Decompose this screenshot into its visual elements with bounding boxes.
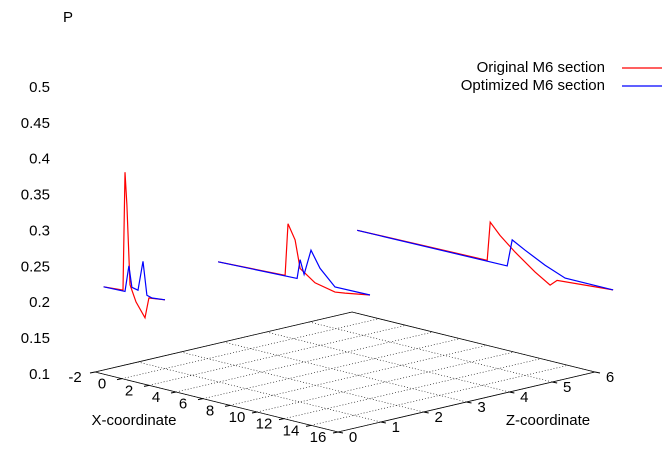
z-tick-label: 3	[477, 399, 485, 416]
series-line	[217, 223, 371, 296]
grid-line	[175, 331, 434, 393]
grid-line	[309, 321, 553, 383]
z-tick	[466, 401, 472, 404]
grid-line	[256, 351, 515, 413]
z-tick	[552, 381, 558, 384]
y-tick-label: 0.15	[21, 330, 50, 347]
x-tick	[170, 391, 177, 394]
series-line	[357, 229, 614, 291]
z-tick-label: 2	[434, 409, 442, 426]
y-tick-label: 0.35	[21, 187, 50, 204]
x-tick-label: 16	[310, 429, 327, 446]
x-tick	[332, 431, 339, 434]
y-tick-label: 0.25	[21, 258, 50, 275]
x-tick	[116, 378, 123, 381]
z-tick-label: 5	[563, 379, 571, 396]
z-tick-label: 1	[392, 419, 400, 436]
x-tick-label: 2	[125, 382, 133, 399]
y-tick-label: 0.3	[29, 222, 50, 239]
grid-line	[223, 341, 467, 403]
x-tick	[305, 424, 312, 427]
z-tick	[423, 411, 429, 414]
y-tick-label: 0.5	[29, 79, 50, 96]
x-tick-label: 4	[152, 389, 160, 406]
grid-line	[148, 325, 407, 386]
z-tick	[594, 371, 601, 374]
z-tick-label: 6	[606, 369, 614, 386]
x-tick-label: 14	[283, 422, 300, 439]
x-tick	[197, 398, 204, 401]
z-tick	[337, 431, 344, 434]
z-tick-label: 4	[520, 389, 528, 406]
x-axis-label: X-coordinate	[91, 412, 176, 429]
y-tick-label: 0.2	[29, 294, 50, 311]
x-tick	[278, 418, 285, 421]
series-line	[103, 261, 166, 301]
x-tick-label: 0	[98, 376, 106, 393]
x-tick	[224, 404, 231, 407]
grid-line	[266, 331, 510, 393]
x-tick-label: 8	[206, 402, 214, 419]
x-tick	[89, 371, 96, 374]
grid-line	[229, 345, 488, 406]
y-tick-label: 0.45	[21, 115, 50, 132]
series-line	[217, 248, 371, 296]
grid-line	[180, 351, 424, 413]
z-axis-label: Z-coordinate	[506, 412, 590, 429]
x-tick-label: 10	[229, 409, 246, 426]
y-tick-label: 0.4	[29, 151, 50, 168]
y-tick-label: 0.1	[29, 366, 50, 383]
grid-line	[283, 358, 542, 419]
z-tick	[380, 421, 386, 424]
series-line	[357, 220, 614, 291]
y-axis-label: P	[63, 9, 73, 26]
z-tick-label: 0	[349, 429, 357, 446]
series-line	[103, 172, 166, 320]
x-tick	[143, 384, 150, 387]
legend-label: Optimized M6 section	[461, 77, 605, 94]
x-tick-label: -2	[68, 369, 81, 386]
z-tick	[509, 391, 515, 394]
x-tick-label: 6	[179, 396, 187, 413]
x-tick-label: 12	[256, 416, 273, 433]
x-tick	[251, 411, 258, 414]
legend-label: Original M6 section	[477, 59, 605, 76]
